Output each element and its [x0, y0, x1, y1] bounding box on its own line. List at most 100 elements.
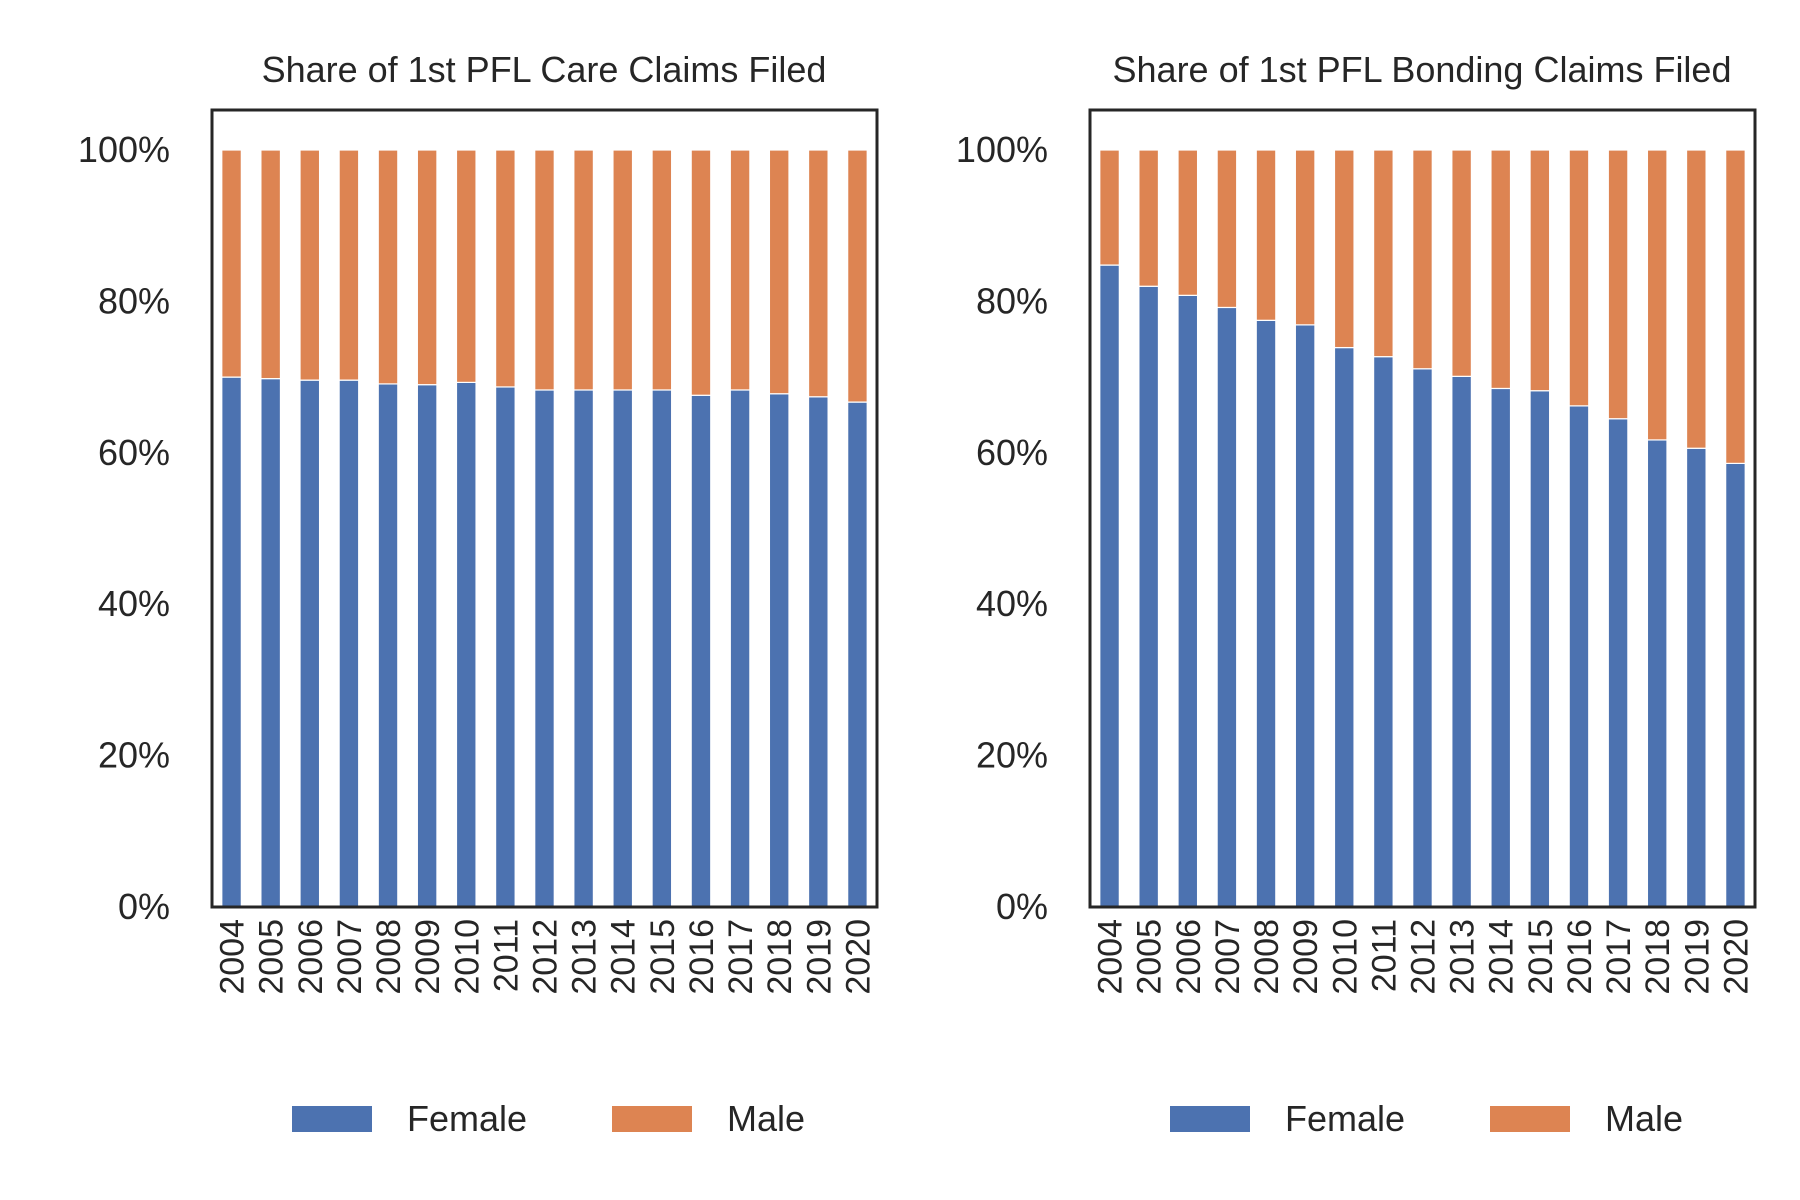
chart-0-bar-female-2010 — [455, 381, 477, 908]
chart-1-bar-male-2018 — [1646, 149, 1668, 441]
chart-1-title: Share of 1st PFL Bonding Claims Filed — [1113, 49, 1732, 90]
chart-0-bar-female-2009 — [416, 384, 438, 908]
chart-0-xtick-2016: 2016 — [683, 919, 721, 995]
chart-1-bar-female-2019 — [1685, 447, 1707, 908]
chart-1-bar-female-2020 — [1725, 462, 1746, 908]
chart-0-bar-male-2008 — [377, 149, 399, 385]
chart-1-xtick-2011: 2011 — [1365, 919, 1403, 992]
chart-1-yticks: 0% 20% 40% 60% 80% 100% — [956, 129, 1048, 927]
chart-1-xtick-2006: 2006 — [1170, 919, 1208, 995]
chart-1-legend-swatch-female — [1170, 1106, 1250, 1132]
chart-1-bar-female-2011 — [1373, 356, 1394, 908]
chart-1-legend: Female Male — [1170, 1098, 1683, 1139]
chart-0-yticks: 0% 20% 40% 60% 80% 100% — [78, 129, 170, 927]
chart-0-xtick-2015: 2015 — [644, 919, 682, 995]
chart-1-xtick-2019: 2019 — [1678, 919, 1716, 995]
chart-0-bars — [221, 149, 868, 908]
chart-0-bar-female-2015 — [651, 389, 673, 908]
chart-0-bar-male-2005 — [260, 149, 282, 380]
chart-1-bar-female-2005 — [1138, 285, 1160, 908]
chart-0-bar-female-2007 — [338, 379, 360, 908]
chart-1-bar-female-2017 — [1607, 418, 1629, 908]
chart-0-xtick-2006: 2006 — [292, 919, 330, 995]
chart-1-legend-label-female: Female — [1285, 1098, 1405, 1139]
chart-1-bar-male-2007 — [1216, 149, 1238, 309]
chart-1-xtick-2014: 2014 — [1483, 919, 1521, 995]
chart-1-bar-female-2015 — [1529, 390, 1551, 908]
chart-0-xtick-2005: 2005 — [253, 919, 291, 995]
chart-0-xtick-2013: 2013 — [566, 919, 604, 995]
chart-1-bar-female-2009 — [1294, 324, 1316, 908]
chart-1-ytick-2: 40% — [976, 583, 1048, 624]
chart-1-bar-male-2008 — [1255, 149, 1277, 321]
chart-1-xtick-2007: 2007 — [1209, 919, 1247, 995]
chart-0-bar-male-2015 — [651, 149, 673, 391]
chart-0-legend-label-female: Female — [407, 1098, 527, 1139]
chart-0-xtick-2012: 2012 — [527, 919, 565, 995]
chart-1-xtick-2015: 2015 — [1522, 919, 1560, 995]
chart-1-frame — [1088, 108, 1757, 909]
chart-1-bar-female-2008 — [1255, 319, 1277, 908]
chart-0-frame — [210, 108, 879, 909]
chart-0-bar-female-2014 — [612, 389, 634, 908]
chart-0-bar-male-2018 — [768, 149, 790, 395]
chart-1-bars — [1099, 149, 1746, 908]
chart-1-xtick-2016: 2016 — [1561, 919, 1599, 995]
chart-0-bar-male-2019 — [807, 149, 829, 398]
chart-0-bar-female-2005 — [260, 378, 282, 908]
chart-1-bar-male-2016 — [1568, 149, 1590, 407]
chart-1-ytick-0: 0% — [996, 886, 1048, 927]
chart-0-title: Share of 1st PFL Care Claims Filed — [262, 49, 827, 90]
chart-0-bar-female-2008 — [377, 383, 399, 908]
chart-0-bar-male-2013 — [573, 149, 594, 391]
chart-0-bar-female-2016 — [690, 394, 712, 908]
chart-1-xtick-2013: 2013 — [1444, 919, 1482, 995]
chart-0-xtick-2017: 2017 — [722, 919, 760, 995]
chart-1-bar-female-2016 — [1568, 405, 1590, 908]
chart-1-legend-label-male: Male — [1605, 1098, 1683, 1139]
chart-1-bar-female-2010 — [1333, 346, 1355, 908]
chart-0-xtick-2018: 2018 — [761, 919, 799, 995]
chart-0-bar-female-2006 — [299, 379, 321, 908]
chart-1-bar-female-2013 — [1451, 375, 1472, 908]
chart-1-bar-male-2006 — [1177, 149, 1199, 296]
chart-1-xtick-2004: 2004 — [1092, 919, 1130, 995]
chart-1-bar-male-2004 — [1099, 149, 1120, 266]
chart-0-legend-swatch-male — [612, 1106, 692, 1132]
chart-0-xtick-2009: 2009 — [409, 919, 447, 995]
chart-1-bar-male-2019 — [1685, 149, 1707, 449]
chart-1-bar-male-2010 — [1333, 149, 1355, 349]
chart-0-bar-female-2012 — [534, 389, 555, 908]
chart-0-ytick-2: 40% — [98, 583, 170, 624]
chart-1-bar-male-2017 — [1607, 149, 1629, 420]
chart-0-ytick-4: 80% — [98, 280, 170, 321]
chart-1-bar-male-2020 — [1725, 149, 1746, 464]
chart-0-legend-swatch-female — [292, 1106, 372, 1132]
chart-1-xtick-2017: 2017 — [1600, 919, 1638, 995]
chart-1-xtick-2008: 2008 — [1248, 919, 1286, 995]
chart-0-bar-male-2007 — [338, 149, 360, 381]
chart-0-bar-male-2009 — [416, 149, 438, 386]
chart-0-bar-female-2004 — [221, 376, 242, 908]
chart-0-ytick-1: 20% — [98, 735, 170, 776]
chart-0-ytick-0: 0% — [118, 886, 170, 927]
chart-0-bar-male-2020 — [847, 149, 868, 403]
chart-1-bar-female-2018 — [1646, 439, 1668, 908]
chart-1-ytick-3: 60% — [976, 432, 1048, 473]
chart-1-xtick-2009: 2009 — [1287, 919, 1325, 995]
chart-1-bar-female-2014 — [1490, 387, 1512, 908]
chart-0-bar-male-2014 — [612, 149, 634, 391]
chart-0-xtick-2004: 2004 — [214, 919, 252, 995]
chart-0-bar-male-2011 — [495, 149, 516, 388]
chart-0-xtick-2008: 2008 — [370, 919, 408, 995]
chart-1-bar-male-2011 — [1373, 149, 1394, 358]
chart-0-xtick-2020: 2020 — [839, 919, 877, 995]
chart-0-ytick-5: 100% — [78, 129, 170, 170]
chart-1-ytick-4: 80% — [976, 280, 1048, 321]
chart-1-bar-female-2012 — [1412, 368, 1433, 908]
chart-1-bar-male-2005 — [1138, 149, 1160, 287]
chart-1-bar-female-2007 — [1216, 306, 1238, 908]
chart-0-bar-male-2006 — [299, 149, 321, 381]
